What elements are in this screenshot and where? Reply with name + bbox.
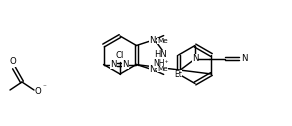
Text: N: N: [110, 60, 117, 69]
Text: ⁻: ⁻: [42, 84, 46, 90]
Text: O: O: [35, 87, 41, 96]
Text: Me: Me: [157, 38, 168, 44]
Text: N: N: [149, 36, 156, 45]
Text: Cl: Cl: [116, 52, 124, 60]
Text: Et: Et: [174, 70, 182, 79]
Text: NH⁺: NH⁺: [154, 59, 169, 68]
Text: Me: Me: [157, 66, 168, 72]
Text: HN: HN: [154, 51, 167, 59]
Text: N: N: [192, 54, 198, 63]
Text: N: N: [149, 65, 156, 74]
Text: O: O: [10, 57, 16, 67]
Text: N: N: [122, 60, 129, 69]
Text: N: N: [241, 54, 247, 63]
